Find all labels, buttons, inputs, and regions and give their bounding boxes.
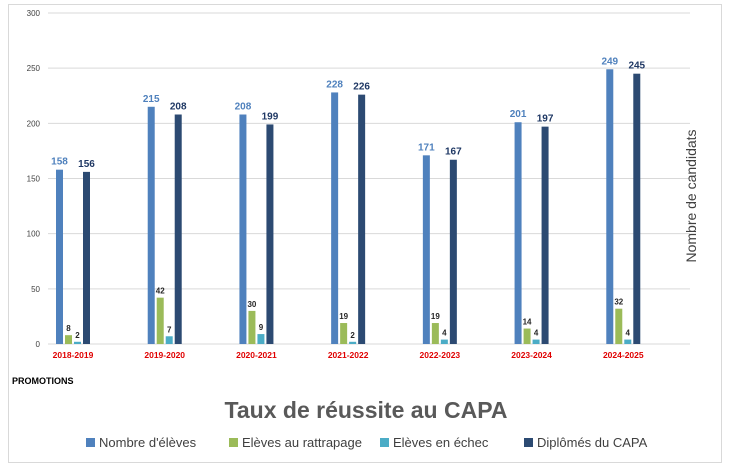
- bar: [422, 155, 430, 344]
- bar: [340, 323, 348, 344]
- chart-title: Taux de réussite au CAPA: [225, 397, 508, 423]
- legend-label: Nombre d'élèves: [99, 435, 197, 450]
- data-label: 4: [442, 329, 447, 338]
- bar: [248, 310, 256, 344]
- x-tick-label: 2022-2023: [420, 350, 461, 360]
- data-label: 19: [431, 312, 440, 321]
- bar: [65, 335, 72, 344]
- x-tick-label: 2018-2019: [53, 350, 94, 360]
- data-label: 208: [170, 102, 187, 113]
- data-label: 14: [523, 318, 532, 327]
- data-label: 201: [510, 109, 527, 120]
- data-label: 2: [75, 331, 80, 340]
- bar: [266, 124, 274, 344]
- legend-swatch: [229, 438, 238, 447]
- data-label: 19: [339, 312, 348, 321]
- data-label: 215: [143, 94, 160, 105]
- data-label: 226: [353, 82, 370, 93]
- y-tick-label: 250: [27, 64, 41, 73]
- legend-label: Elèves au rattrapage: [242, 435, 362, 450]
- data-label: 4: [626, 329, 631, 338]
- bar: [541, 126, 549, 344]
- data-label: 2: [350, 331, 355, 340]
- data-label: 199: [262, 111, 279, 122]
- x-tick-label: 2021-2022: [328, 350, 369, 360]
- bar: [257, 334, 265, 344]
- y-tick-label: 0: [36, 340, 41, 349]
- data-label: 9: [259, 323, 264, 332]
- data-label: 197: [537, 114, 554, 125]
- data-label: 32: [614, 298, 623, 307]
- bar: [239, 114, 247, 344]
- data-label: 228: [326, 79, 343, 90]
- data-label: 171: [418, 142, 435, 153]
- data-label: 4: [534, 329, 539, 338]
- data-label: 156: [78, 159, 95, 170]
- y-axis-title: Nombre de candidats: [683, 129, 699, 262]
- bar: [358, 94, 366, 344]
- x-tick-label: 2024-2025: [603, 350, 644, 360]
- y-tick-label: 100: [27, 230, 41, 239]
- bar: [431, 323, 439, 344]
- y-tick-label: 300: [27, 9, 41, 18]
- y-tick-label: 150: [27, 175, 41, 184]
- bar: [174, 114, 182, 344]
- legend-label: Diplômés du CAPA: [537, 435, 648, 450]
- bar: [633, 73, 641, 344]
- legend-swatch: [86, 438, 95, 447]
- bar: [156, 297, 164, 344]
- bar: [331, 92, 339, 344]
- legend-swatch: [380, 438, 389, 447]
- bar: [83, 171, 90, 344]
- y-tick-label: 50: [31, 285, 40, 294]
- bar: [74, 341, 81, 344]
- data-label: 8: [66, 324, 71, 333]
- bar: [349, 341, 357, 344]
- bar: [523, 328, 531, 344]
- bar: [147, 106, 155, 345]
- bar: [514, 122, 522, 344]
- data-label: 42: [156, 287, 165, 296]
- data-label: 158: [51, 157, 68, 168]
- x-tick-label: 2019-2020: [144, 350, 185, 360]
- bar: [606, 69, 614, 345]
- bar: [56, 169, 63, 344]
- bar: [165, 336, 173, 344]
- bar: [615, 308, 623, 344]
- bar: [440, 339, 448, 344]
- bar: [624, 339, 632, 344]
- data-label: 30: [247, 300, 256, 309]
- x-axis-title: PROMOTIONS: [12, 376, 74, 386]
- bar: [532, 339, 540, 344]
- x-tick-label: 2020-2021: [236, 350, 277, 360]
- y-tick-label: 200: [27, 119, 41, 128]
- data-label: 245: [628, 61, 645, 72]
- data-label: 208: [235, 102, 252, 113]
- legend-label: Elèves en échec: [393, 435, 489, 450]
- legend-swatch: [524, 438, 533, 447]
- bar: [449, 159, 457, 344]
- data-label: 249: [601, 56, 618, 67]
- data-label: 7: [167, 325, 172, 334]
- data-label: 167: [445, 147, 462, 158]
- x-tick-label: 2023-2024: [511, 350, 552, 360]
